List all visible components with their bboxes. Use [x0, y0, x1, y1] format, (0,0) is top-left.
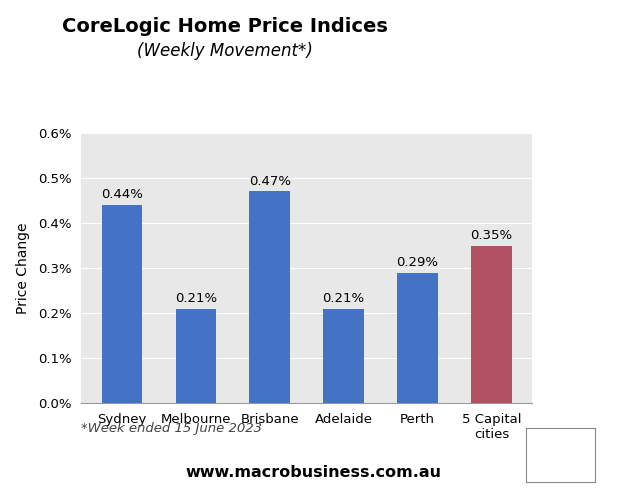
- Text: 0.47%: 0.47%: [249, 175, 291, 188]
- Bar: [324, 309, 364, 403]
- Text: *Week ended 15 June 2023: *Week ended 15 June 2023: [81, 423, 262, 435]
- Text: 0.44%: 0.44%: [101, 188, 143, 201]
- Text: 0.29%: 0.29%: [397, 256, 439, 269]
- Text: 0.21%: 0.21%: [175, 292, 217, 305]
- Bar: [398, 273, 438, 403]
- Bar: [250, 191, 290, 403]
- Text: www.macrobusiness.com.au: www.macrobusiness.com.au: [185, 465, 441, 480]
- Text: 0.21%: 0.21%: [322, 292, 365, 305]
- Bar: [471, 246, 512, 403]
- Text: CoreLogic Home Price Indices: CoreLogic Home Price Indices: [63, 17, 388, 36]
- Bar: [175, 309, 216, 403]
- Text: (Weekly Movement*): (Weekly Movement*): [138, 42, 313, 60]
- Text: 0.35%: 0.35%: [470, 229, 513, 242]
- Y-axis label: Price Change: Price Change: [16, 222, 29, 314]
- Bar: [101, 205, 142, 403]
- Text: MACRO: MACRO: [480, 26, 560, 45]
- Text: BUSINESS: BUSINESS: [477, 62, 562, 77]
